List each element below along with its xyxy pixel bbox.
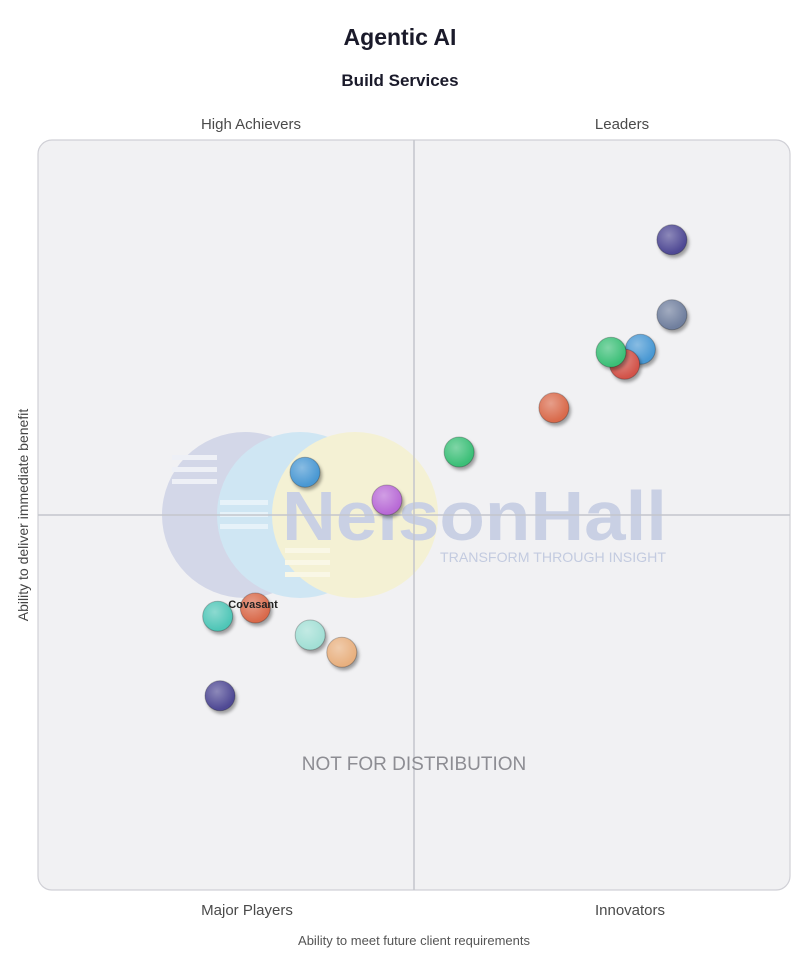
data-point-highlight	[656, 299, 687, 330]
data-point	[204, 680, 236, 712]
data-point	[443, 436, 475, 468]
data-point	[656, 224, 688, 256]
data-point-highlight	[371, 485, 402, 515]
quadrant-label-innovators: Innovators	[594, 902, 666, 919]
data-point	[294, 619, 326, 651]
data-point	[202, 600, 234, 632]
data-point-label: Covasant	[228, 599, 278, 611]
chart-title: Agentic AI	[343, 24, 457, 50]
quadrant-label-high-achievers: High Achievers	[200, 116, 302, 133]
quadrant-label-leaders: Leaders	[594, 116, 650, 133]
data-point: Covasant	[228, 592, 278, 624]
data-point	[656, 299, 688, 331]
quadrant-label-major-players: Major Players	[201, 902, 293, 919]
chart-subtitle: Build Services	[341, 71, 459, 90]
data-point-highlight	[205, 680, 235, 711]
data-point	[371, 484, 403, 516]
data-point-highlight	[596, 337, 626, 368]
data-point	[595, 336, 627, 368]
data-point	[289, 456, 321, 488]
data-point-highlight	[295, 620, 326, 650]
data-point	[326, 636, 358, 668]
data-point-highlight	[656, 224, 687, 255]
watermark-tagline: TRANSFORM THROUGH INSIGHT	[440, 549, 666, 565]
data-point	[538, 392, 570, 424]
watermark-brand: NelsonHall	[282, 477, 667, 555]
data-point-highlight	[538, 392, 569, 423]
data-point-highlight	[326, 637, 357, 668]
not-for-distribution-watermark: NOT FOR DISTRIBUTION	[302, 754, 526, 775]
data-point-highlight	[202, 601, 233, 632]
points-layer: Covasant	[202, 224, 688, 712]
x-axis-label: Ability to meet future client requiremen…	[298, 933, 530, 948]
data-point-highlight	[290, 457, 320, 488]
data-point-highlight	[240, 593, 271, 623]
data-point-highlight	[444, 437, 475, 467]
